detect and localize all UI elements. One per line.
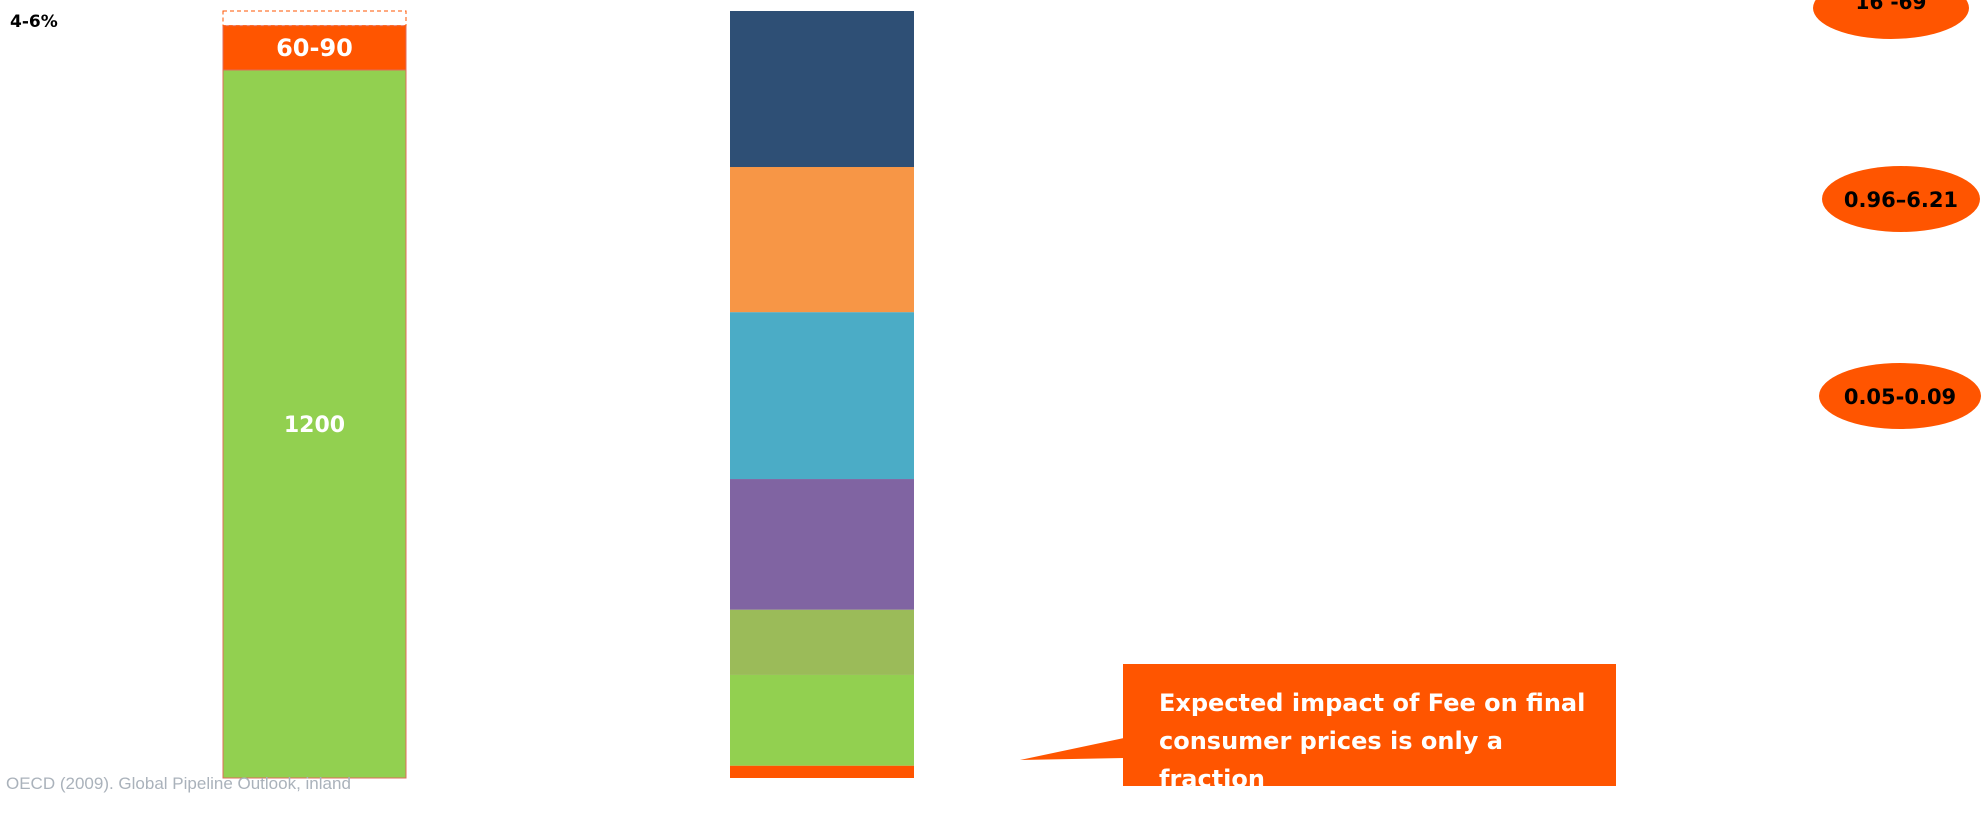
callout-line-3: of a percent — [1159, 803, 1324, 831]
corner-label: 4-6% — [10, 12, 58, 32]
bar-middle-segment-5 — [730, 312, 914, 480]
badge-group: 16 -69 0.96–6.21 0.05-0.09 — [1813, 0, 1981, 429]
badge-3-label: 0.05-0.09 — [1844, 385, 1956, 409]
badge-3 — [1819, 363, 1981, 429]
bar-left-segment-2 — [222, 25, 407, 71]
chart-stage: 1200 60-90 16 -69 0.96–6.21 0.05-0.09 4-6… — [6, 0, 1981, 831]
callout-tail — [1020, 738, 1124, 760]
bar-middle-segment-1 — [730, 765, 914, 778]
bar-left-label-2: 60-90 — [276, 34, 353, 62]
bar-middle-segment-3 — [730, 609, 914, 675]
bar-left-label-1: 1200 — [284, 413, 345, 438]
bar-middle-stack — [730, 11, 914, 778]
source-text: OECD (2009). Global Pipeline Outlook, in… — [6, 774, 351, 793]
bar-middle-segment-7 — [730, 11, 914, 168]
badge-1-label: 16 -69 — [1856, 0, 1927, 14]
badge-1 — [1813, 0, 1969, 39]
bar-middle-segment-2 — [730, 674, 914, 766]
bar-left-segment-1 — [222, 69, 407, 779]
callout-line-1: Expected impact of Fee on final — [1159, 689, 1586, 717]
callout-line-2: consumer prices is only a fraction — [1159, 727, 1503, 793]
bar-middle-segment-6 — [730, 167, 914, 313]
chart-canvas: 1200 60-90 16 -69 0.96–6.21 0.05-0.09 — [222, 0, 1981, 779]
bar-middle-segment-4 — [730, 479, 914, 610]
badge-2 — [1822, 166, 1980, 232]
bar-left-dashed-cap — [222, 10, 407, 27]
callout-box: Expected impact of Fee on final consumer… — [1123, 664, 1616, 831]
badge-2-label: 0.96–6.21 — [1844, 188, 1958, 212]
bar-left-stack: 1200 60-90 — [222, 10, 407, 779]
